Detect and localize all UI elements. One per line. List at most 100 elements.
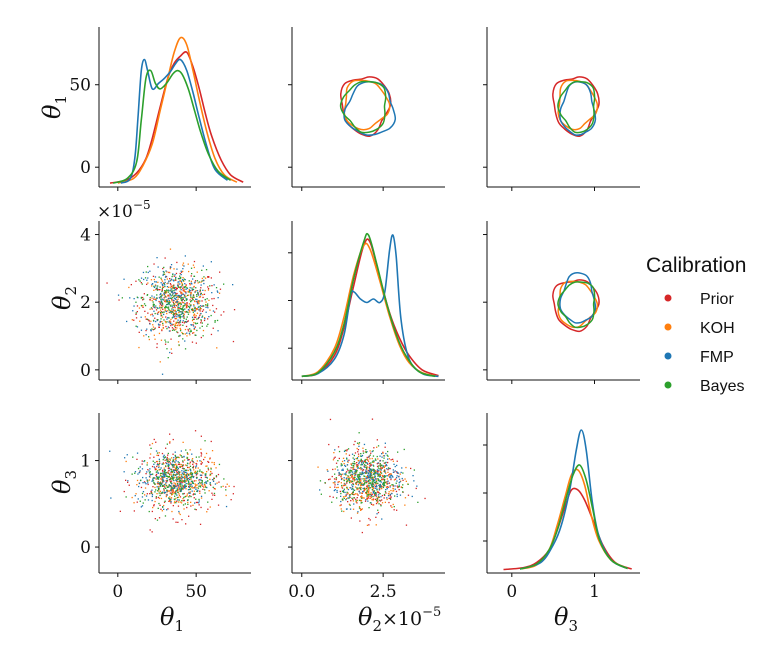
scatter-point (158, 483, 160, 485)
scatter-point (353, 454, 355, 457)
scatter-point (181, 467, 184, 469)
scatter-point (374, 469, 377, 472)
scatter-point (180, 487, 182, 489)
scatter-point (185, 284, 187, 286)
scatter-point (372, 482, 374, 484)
scatter-point (389, 497, 392, 499)
scatter-point (172, 489, 174, 491)
scatter-point (169, 297, 171, 299)
scatter-point (393, 463, 395, 465)
scatter-point (186, 287, 189, 290)
scatter-point (176, 483, 179, 485)
scatter-point (109, 450, 111, 452)
scatter-point (385, 472, 387, 474)
scatter-point (176, 464, 178, 467)
scatter-point (199, 295, 202, 298)
scatter-point (187, 480, 189, 482)
scatter-point (345, 477, 348, 479)
scatter-point (146, 462, 148, 464)
scatter-point (402, 491, 404, 493)
scatter-point (189, 492, 191, 494)
scatter-point (378, 479, 380, 481)
scatter-point (150, 492, 153, 494)
scatter-point (210, 440, 212, 443)
scatter-point (186, 472, 188, 474)
scatter-point (216, 482, 218, 484)
scatter-point (366, 491, 368, 493)
scatter-point (176, 494, 178, 496)
scatter-point (383, 470, 386, 472)
scatter-point (191, 472, 194, 474)
scatter-point (157, 485, 160, 488)
scatter-point (341, 469, 343, 471)
scatter-point (156, 452, 159, 454)
scatter-point (182, 270, 184, 273)
scatter-point (365, 492, 368, 494)
scatter-point (336, 466, 338, 468)
scatter-point (360, 464, 362, 466)
scatter-point (142, 271, 145, 274)
scatter-point (197, 293, 199, 295)
scatter-point (180, 296, 182, 298)
scatter-point (370, 503, 373, 505)
scatter-point (182, 262, 185, 264)
scatter-point (162, 470, 164, 473)
scatter-point (371, 474, 373, 476)
scatter-point (194, 306, 196, 309)
scatter-point (191, 453, 193, 455)
scatter-point (162, 286, 165, 288)
scatter-point (209, 478, 211, 480)
scatter-point (168, 311, 170, 314)
scatter-point (197, 282, 199, 284)
scatter-point (355, 469, 357, 471)
scatter-point (375, 485, 378, 487)
scatter-point (393, 479, 396, 481)
scatter-point (350, 476, 353, 478)
scatter-point (204, 473, 206, 475)
scatter-point (395, 471, 398, 473)
scatter-point (365, 451, 367, 454)
scatter-point (171, 290, 173, 292)
scatter-point (388, 482, 391, 484)
scatter-point (375, 482, 377, 484)
scatter-point (190, 330, 192, 333)
scatter-point (379, 484, 381, 486)
scatter-point (403, 448, 405, 451)
scatter-point (175, 278, 177, 280)
scatter-point (164, 276, 167, 278)
scatter-point (207, 467, 209, 469)
scatter-point (373, 478, 375, 480)
scatter-point (377, 494, 380, 496)
scatter-point (164, 290, 166, 292)
scatter-point (193, 332, 195, 334)
scatter-point (367, 500, 369, 502)
scatter-point (162, 506, 164, 508)
scatter-point (350, 469, 352, 471)
scatter-point (193, 266, 195, 269)
scatter-point (168, 317, 170, 319)
scatter-point (346, 480, 348, 482)
scatter-point (215, 287, 218, 289)
scatter-point (176, 489, 179, 492)
scatter-point (164, 281, 166, 284)
scatter-point (180, 485, 182, 487)
scatter-point (193, 316, 196, 318)
scatter-point (167, 307, 169, 309)
scatter-point (173, 302, 175, 305)
scatter-point (171, 510, 173, 513)
scatter-point (204, 489, 206, 491)
scatter-point (194, 307, 196, 309)
scatter-point (166, 283, 168, 285)
scatter-point (173, 484, 176, 486)
scatter-point (167, 476, 169, 478)
scatter-point (351, 473, 353, 475)
scatter-point (153, 303, 155, 306)
scatter-point (187, 499, 189, 501)
scatter-point (164, 290, 166, 292)
scatter-point (382, 452, 384, 454)
scatter-point (190, 501, 192, 503)
scatter-point (367, 460, 370, 463)
scatter-point (346, 486, 348, 489)
scatter-point (168, 295, 170, 297)
scatter-point (171, 494, 173, 496)
